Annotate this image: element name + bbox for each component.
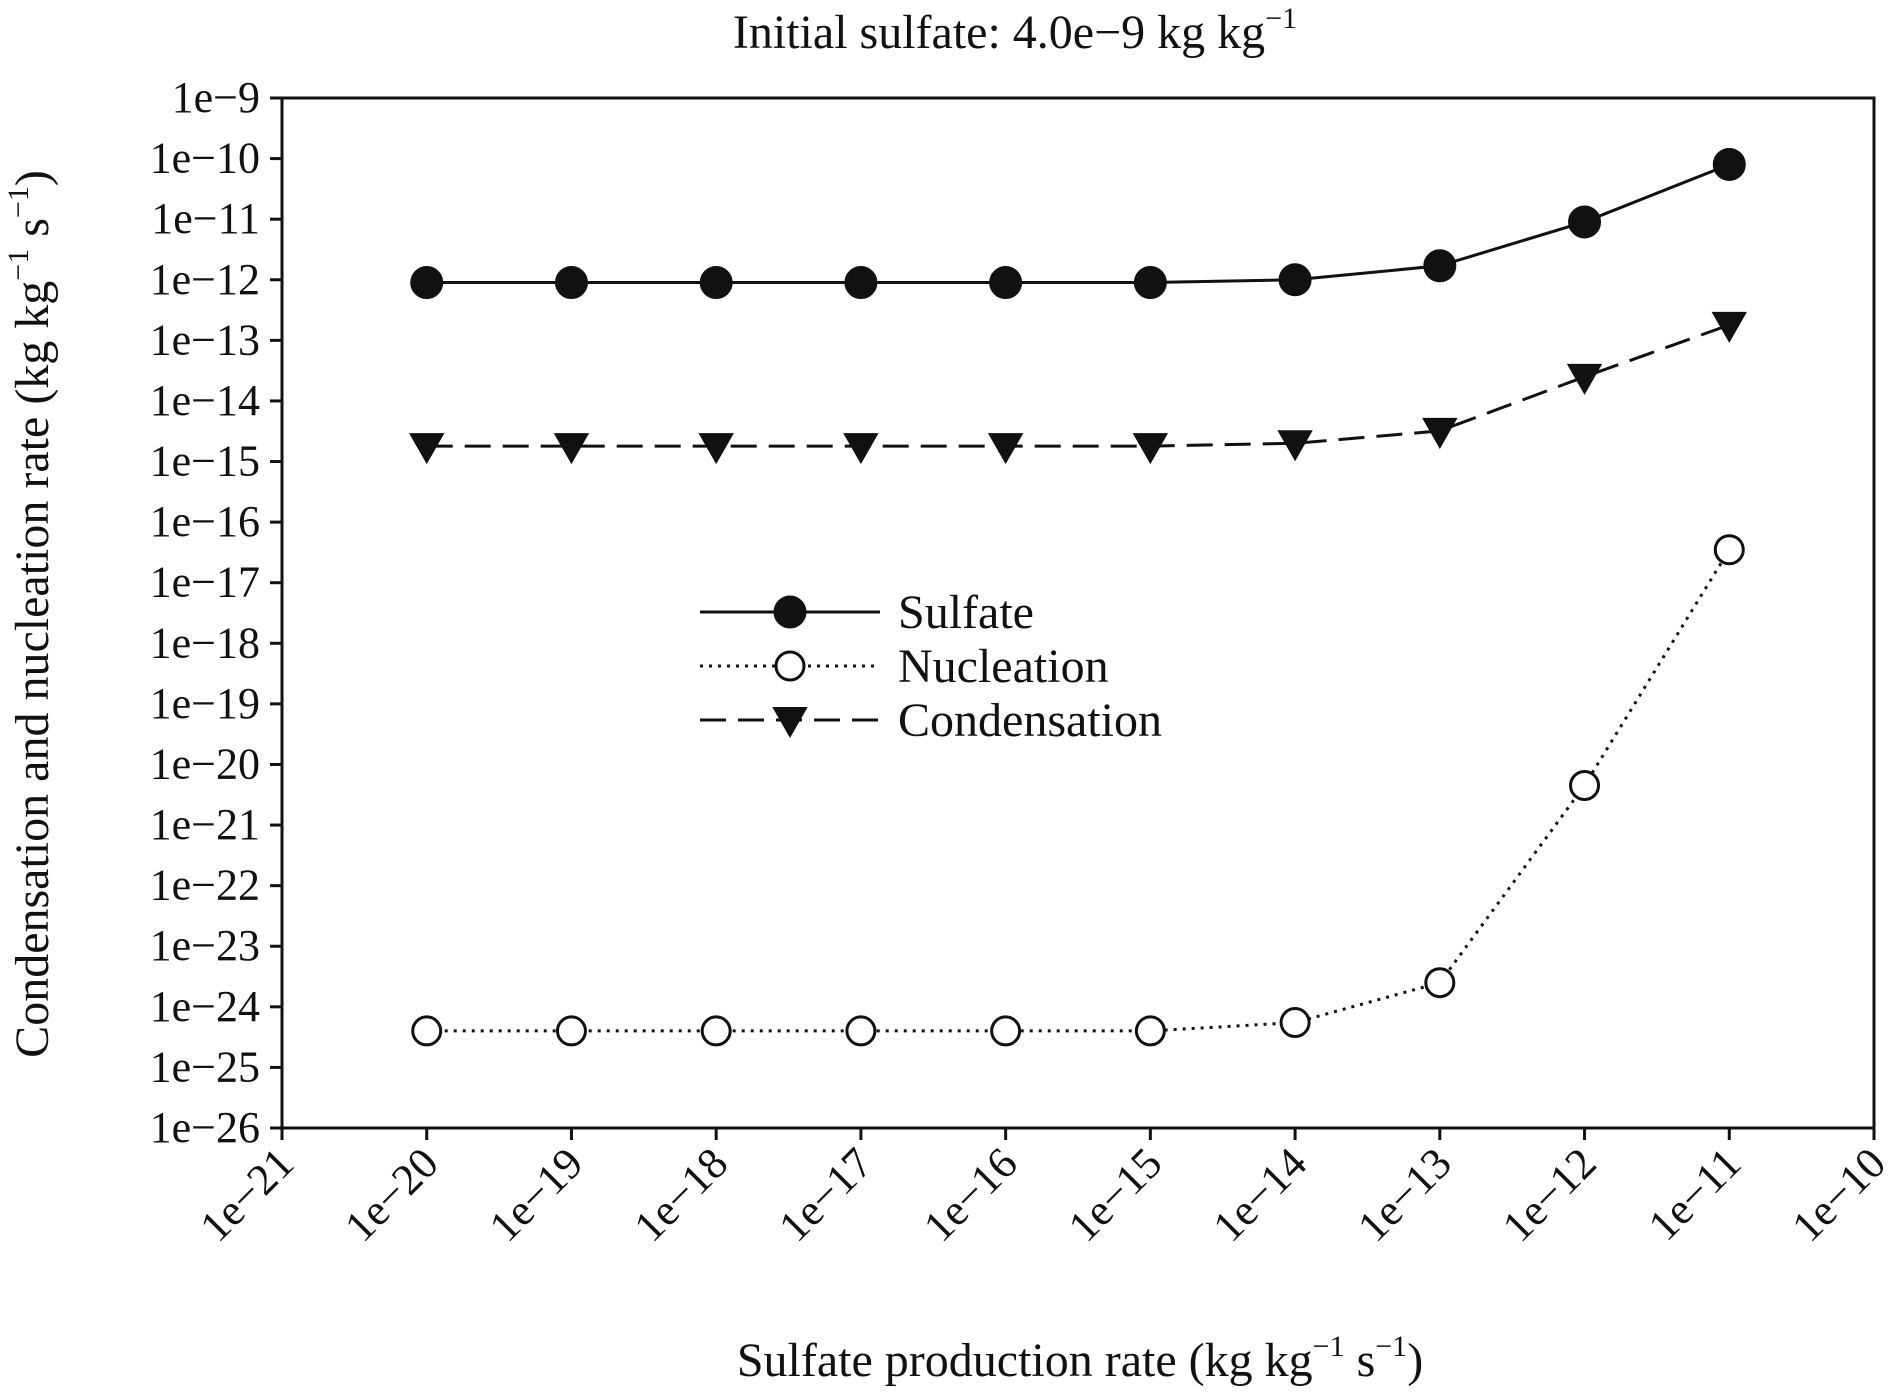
y-tick-label: 1e−21 <box>150 800 260 849</box>
data-point-condensation <box>987 433 1024 465</box>
y-tick-label: 1e−11 <box>151 194 260 243</box>
y-tick-label: 1e−10 <box>150 134 260 183</box>
x-axis-title-superscript-1: −1 <box>1313 1330 1345 1363</box>
data-point-nucleation <box>1569 769 1601 801</box>
legend-label-nucleation: Nucleation <box>898 640 1109 693</box>
y-tick-label: 1e−16 <box>150 497 260 546</box>
legend-marker-condensation <box>772 707 808 739</box>
data-point-sulfate <box>1568 205 1602 239</box>
data-point-nucleation <box>1279 1007 1311 1039</box>
y-tick-label: 1e−25 <box>150 1042 260 1091</box>
data-point-nucleation <box>845 1015 877 1047</box>
y-axis-title: Condensation and nucleation rate (kg kg−… <box>2 170 59 1058</box>
data-point-sulfate <box>844 266 878 300</box>
x-tick-label: 1e−15 <box>1059 1138 1172 1251</box>
data-point-condensation <box>409 433 445 465</box>
y-axis-title-text-3: ) <box>6 170 59 186</box>
y-tick-label: 1e−13 <box>150 315 260 364</box>
x-axis-title-text-1: Sulfate production rate (kg kg <box>737 1334 1313 1387</box>
y-axis-title-text-2: s <box>6 218 59 249</box>
y-axis-title-superscript-1: −1 <box>2 249 35 281</box>
data-point-condensation <box>1422 417 1458 449</box>
x-tick-label: 1e−16 <box>914 1138 1027 1251</box>
data-point-nucleation <box>1134 1015 1166 1047</box>
x-axis-title: Sulfate production rate (kg kg−1 s−1) <box>737 1330 1423 1387</box>
x-axis-ticks: 1e−21 1e−20 1e−19 1e−18 1e−17 1e−16 1e−15 1e−14… <box>190 1128 1890 1251</box>
x-tick-label: 1e−12 <box>1493 1138 1606 1251</box>
x-tick-label: 1e−14 <box>1203 1138 1316 1251</box>
x-tick-label: 1e−17 <box>769 1138 882 1251</box>
x-axis-title-text-3: ) <box>1407 1334 1423 1387</box>
y-tick-label: 1e−26 <box>150 1103 260 1152</box>
data-point-nucleation <box>1713 534 1745 566</box>
legend-label-sulfate: Sulfate <box>898 586 1034 639</box>
y-tick-label: 1e−17 <box>150 558 260 607</box>
legend-label-condensation: Condensation <box>898 694 1162 747</box>
data-point-nucleation <box>411 1015 443 1047</box>
x-axis-title-text-2: s <box>1345 1334 1376 1387</box>
x-tick-label: 1e−19 <box>480 1138 593 1251</box>
y-tick-label: 1e−20 <box>150 739 260 788</box>
y-tick-label: 1e−19 <box>150 679 260 728</box>
data-point-nucleation <box>990 1015 1022 1047</box>
y-tick-label: 1e−14 <box>150 376 260 425</box>
data-point-nucleation <box>700 1015 732 1047</box>
data-point-nucleation <box>1424 967 1456 999</box>
legend-marker-sulfate <box>773 595 807 629</box>
series-line-sulfate <box>426 163 1730 284</box>
y-tick-label: 1e−18 <box>150 618 260 667</box>
x-tick-label: 1e−21 <box>190 1138 303 1251</box>
data-point-sulfate <box>1423 249 1457 283</box>
x-axis-title-superscript-2: −1 <box>1375 1330 1407 1363</box>
y-axis-title-superscript-2: −1 <box>2 186 35 218</box>
data-point-sulfate <box>1278 263 1312 297</box>
data-point-condensation <box>698 433 734 465</box>
y-tick-label: 1e−24 <box>150 982 260 1031</box>
legend-item-condensation: Condensation <box>700 694 1162 747</box>
plot-area <box>280 96 1876 1130</box>
legend-item-sulfate: Sulfate <box>700 586 1034 639</box>
legend-marker-nucleation <box>774 650 806 682</box>
chart-title: Initial sulfate: 4.0e−9 kg kg−1 <box>733 2 1297 59</box>
y-tick-label: 1e−12 <box>150 255 260 304</box>
data-point-condensation <box>1132 433 1169 465</box>
chart-title-text: Initial sulfate: 4.0e−9 kg kg <box>733 6 1265 59</box>
data-point-sulfate <box>1133 266 1167 300</box>
x-tick-label: 1e−13 <box>1348 1138 1461 1251</box>
y-tick-label: 1e−15 <box>150 437 260 486</box>
y-axis-title-text-1: Condensation and nucleation rate (kg kg <box>6 281 59 1058</box>
y-tick-label: 1e−23 <box>150 921 260 970</box>
data-point-condensation <box>1566 363 1603 395</box>
data-point-nucleation <box>555 1015 587 1047</box>
data-point-condensation <box>843 433 879 465</box>
data-point-condensation <box>1711 311 1747 343</box>
x-tick-label: 1e−10 <box>1782 1138 1890 1251</box>
x-tick-label: 1e−18 <box>625 1138 738 1251</box>
y-tick-label: 1e−22 <box>150 861 260 910</box>
legend: Sulfate Nucleation Condensation <box>700 586 1162 747</box>
legend-item-nucleation: Nucleation <box>700 640 1109 693</box>
data-point-sulfate <box>699 266 733 300</box>
x-tick-label: 1e−11 <box>1639 1138 1751 1250</box>
data-point-sulfate <box>989 266 1023 300</box>
data-point-condensation <box>1277 430 1313 462</box>
y-tick-label: 1e−9 <box>172 73 260 122</box>
series-layer <box>409 147 1747 1047</box>
data-point-sulfate <box>410 266 444 300</box>
x-tick-label: 1e−20 <box>335 1138 448 1251</box>
data-point-condensation <box>553 433 590 465</box>
series-line-nucleation <box>426 548 1731 1033</box>
y-axis-ticks: 1e−9 1e−10 1e−11 1e−12 1e−13 1e−14 1e−15 1e−16 1… <box>150 73 282 1152</box>
data-point-sulfate <box>554 266 588 300</box>
chart-title-superscript: −1 <box>1265 2 1297 35</box>
data-point-sulfate <box>1712 147 1746 181</box>
series-line-condensation <box>426 323 1730 448</box>
